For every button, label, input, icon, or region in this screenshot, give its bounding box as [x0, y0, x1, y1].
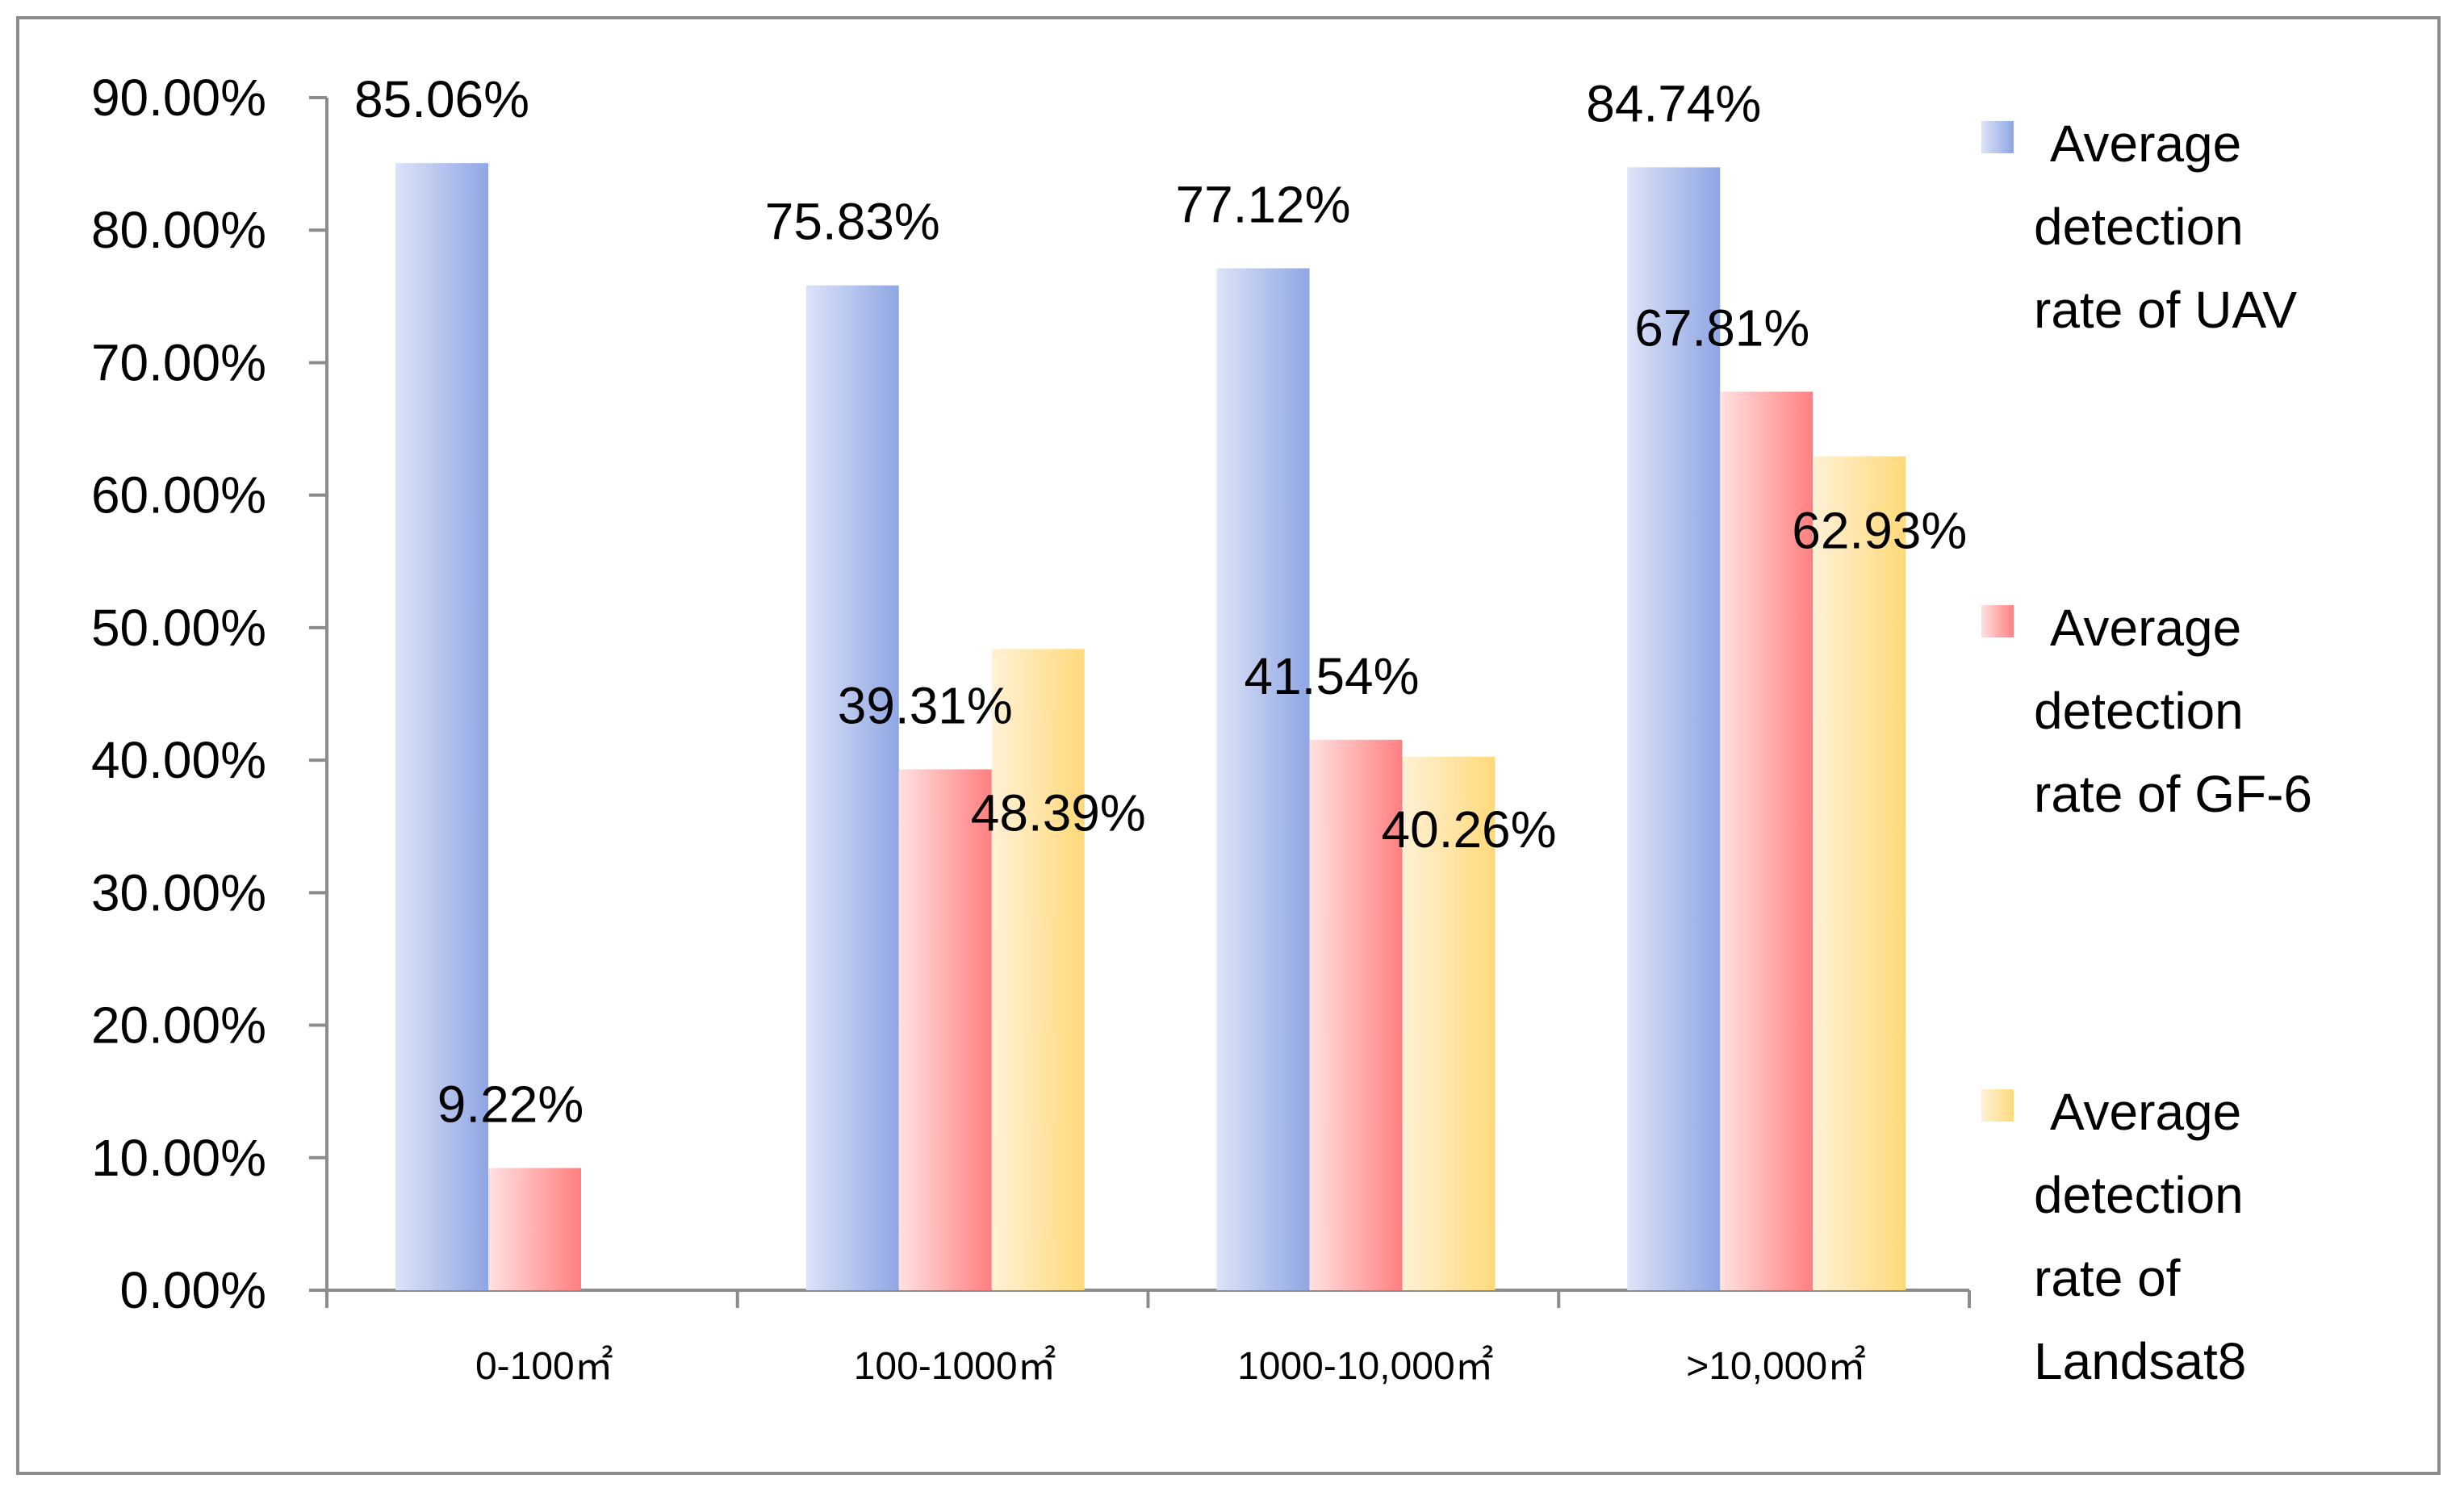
legend-swatch-2	[1981, 1089, 2014, 1122]
y-tick-label: 20.00%	[91, 997, 266, 1055]
legend-label-1: Average	[2050, 599, 2241, 657]
legend-label-0: rate of UAV	[2034, 281, 2297, 339]
y-tick-label: 40.00%	[91, 731, 266, 789]
bar-series-2-cat-1	[991, 649, 1085, 1290]
bar-series-0-cat-2	[1216, 268, 1310, 1291]
legend-label-1: rate of GF-6	[2034, 765, 2312, 823]
data-label-series-0-cat-1: 75.83%	[765, 193, 940, 251]
legend-label-0: Average	[2050, 115, 2241, 173]
category-label: 1000-10,000㎡	[1237, 1345, 1494, 1388]
data-label-series-2-cat-3: 62.93%	[1792, 502, 1967, 560]
category-label: >10,000㎡	[1686, 1345, 1866, 1388]
data-label-series-0-cat-2: 77.12%	[1175, 176, 1350, 234]
legend-label-2: rate of	[2034, 1249, 2181, 1307]
data-label-series-1-cat-3: 67.81%	[1634, 299, 1809, 357]
y-tick-label: 70.00%	[91, 333, 266, 391]
bar-series-0-cat-1	[805, 285, 899, 1290]
legend-swatch-0	[1981, 121, 2014, 153]
data-label-series-2-cat-2: 40.26%	[1381, 800, 1556, 859]
y-tick-label: 0.00%	[120, 1261, 266, 1319]
y-tick-label: 80.00%	[91, 201, 266, 259]
bar-series-1-cat-3	[1720, 391, 1813, 1290]
legend-label-1: detection	[2034, 682, 2244, 740]
legend-swatch-1	[1981, 605, 2014, 637]
legend-label-0: detection	[2034, 198, 2244, 256]
data-label-series-1-cat-2: 41.54%	[1244, 647, 1419, 705]
legend-label-2: Average	[2050, 1083, 2241, 1141]
bar-series-2-cat-2	[1402, 756, 1496, 1290]
category-label: 0-100㎡	[475, 1345, 613, 1388]
legend: Average detection rate of UAV Average detect…	[1981, 115, 2312, 1390]
y-tick-label: 30.00%	[91, 863, 266, 921]
bars	[395, 163, 1906, 1291]
bar-series-2-cat-3	[1813, 456, 1906, 1290]
data-label-series-0-cat-0: 85.06%	[354, 70, 529, 128]
category-label: 100-1000㎡	[854, 1345, 1056, 1388]
bar-series-1-cat-1	[898, 769, 992, 1290]
bar-series-0-cat-0	[395, 163, 488, 1291]
y-tick-label: 10.00%	[91, 1129, 266, 1187]
y-tick-label: 50.00%	[91, 599, 266, 657]
legend-label-2: Landsat8	[2034, 1332, 2246, 1390]
bar-series-1-cat-2	[1309, 739, 1403, 1290]
legend-label-2: detection	[2034, 1166, 2244, 1224]
bar-series-1-cat-0	[488, 1168, 581, 1290]
data-label-series-0-cat-3: 84.74%	[1586, 74, 1761, 132]
y-tick-label: 60.00%	[91, 466, 266, 524]
data-labels: 85.06% 75.83% 77.12% 84.74% 9.22% 39.31% 41.54…	[354, 70, 1967, 1133]
axes: 0.00% 10.00% 20.00% 30.00% 40.00% 50.00% 60.00…	[91, 69, 1971, 1388]
y-tick-label: 90.00%	[91, 69, 266, 127]
data-label-series-1-cat-0: 9.22%	[437, 1076, 584, 1134]
bar-series-0-cat-3	[1627, 167, 1721, 1291]
data-label-series-1-cat-1: 39.31%	[838, 676, 1013, 734]
data-label-series-2-cat-1: 48.39%	[971, 783, 1146, 842]
